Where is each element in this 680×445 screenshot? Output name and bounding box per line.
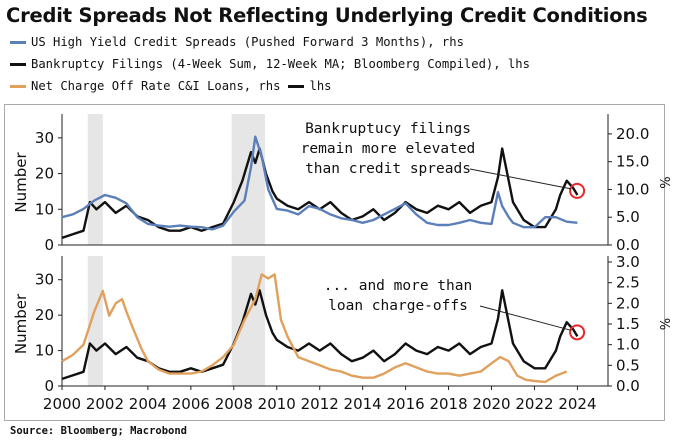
source-note: Source: Bloomberg; Macrobond <box>10 425 188 437</box>
y-tick-label-right: 10.0 <box>616 180 649 198</box>
x-tick-label: 2024 <box>558 395 596 413</box>
chart-frame <box>4 104 665 421</box>
y-tick-label-left: 20 <box>35 165 54 183</box>
x-tick-label: 2002 <box>86 395 124 413</box>
y-tick-label-left: 20 <box>35 306 54 324</box>
y-tick-label-right: 0.0 <box>616 236 640 254</box>
legend-label-lhs: lhs <box>309 79 332 93</box>
y-tick-label-left: 0 <box>44 236 54 254</box>
y-axis-title-right-1: % <box>656 176 671 188</box>
recession-band-2-2 <box>231 256 265 386</box>
annotation-arrow-1 <box>469 168 572 190</box>
x-tick-label: 2020 <box>472 395 510 413</box>
series-line-us-high-yield-credit-spreads-1 <box>61 135 578 231</box>
y-tick-label-left: 0 <box>44 377 54 395</box>
y-tick-label-right: 3.0 <box>616 253 640 271</box>
annotation-line-1-1: Bankruptucy filings <box>305 121 471 137</box>
legend-label-spreads: US High Yield Credit Spreads (Pushed For… <box>31 35 464 49</box>
chart-title: Credit Spreads Not Reflecting Underlying… <box>6 4 648 27</box>
y-tick-label-right: 1.0 <box>616 336 640 354</box>
x-tick-label: 2006 <box>172 395 210 413</box>
annotation-line-2-1: ... and more than <box>324 278 472 294</box>
y-tick-label-right: 5.0 <box>616 208 640 226</box>
annotation-line-1-3: than credit spreads <box>305 161 471 177</box>
x-tick-label: 2008 <box>215 395 253 413</box>
legend-label-bankruptcy: Bankruptcy Filings (4-Week Sum, 12-Week … <box>31 57 530 71</box>
legend-swatch-lhs <box>288 84 305 88</box>
legend-item-spreads: US High Yield Credit Spreads (Pushed For… <box>10 35 464 49</box>
y-tick-label-left: 10 <box>35 200 54 218</box>
y-tick-label-right: 1.5 <box>616 315 640 333</box>
highlight-circle-2 <box>569 324 586 341</box>
x-tick-label: 2012 <box>301 395 339 413</box>
x-tick-label: 2022 <box>515 395 553 413</box>
y-tick-label-right: 2.0 <box>616 294 640 312</box>
legend-item-bankruptcy: Bankruptcy Filings (4-Week Sum, 12-Week … <box>10 57 530 71</box>
y-axis-title-left-1: Number <box>12 152 30 213</box>
series-line-net-charge-off-rate-c-i-loans-2 <box>61 273 568 384</box>
y-axis-title-right-2: % <box>656 318 671 330</box>
recession-band-1-1 <box>87 114 103 245</box>
y-tick-label-right: 0.0 <box>616 377 640 395</box>
y-tick-label-right: 15.0 <box>616 153 649 171</box>
x-tick-label: 2016 <box>387 395 425 413</box>
y-tick-label-left: 30 <box>35 129 54 147</box>
legend-swatch-chargeoff <box>10 84 26 88</box>
legend-item-chargeoff: Net Charge Off Rate C&I Loans, rhs lhs <box>10 79 332 93</box>
legend-swatch-bankruptcy <box>10 62 26 66</box>
y-tick-label-right: 0.5 <box>616 356 640 374</box>
y-tick-label-right: 20.0 <box>616 125 649 143</box>
y-tick-label-left: 10 <box>35 342 54 360</box>
annotation-line-1-2: remain more elevated <box>301 141 476 157</box>
x-tick-label: 2000 <box>43 395 81 413</box>
y-tick-label-left: 30 <box>35 271 54 289</box>
y-tick-label-right: 2.5 <box>616 274 640 292</box>
annotation-arrow-2 <box>479 305 572 331</box>
x-tick-label: 2010 <box>258 395 296 413</box>
legend-label-chargeoff: Net Charge Off Rate C&I Loans, rhs <box>31 79 281 93</box>
recession-band-2-1 <box>87 256 103 386</box>
x-tick-label: 2004 <box>129 395 167 413</box>
x-tick-label: 2018 <box>429 395 467 413</box>
annotation-line-2-2: loan charge-offs <box>328 298 468 314</box>
y-axis-title-left-2: Number <box>12 293 30 354</box>
highlight-circle-1 <box>569 182 586 199</box>
legend-swatch-spreads <box>10 40 26 44</box>
x-tick-label: 2014 <box>344 395 382 413</box>
